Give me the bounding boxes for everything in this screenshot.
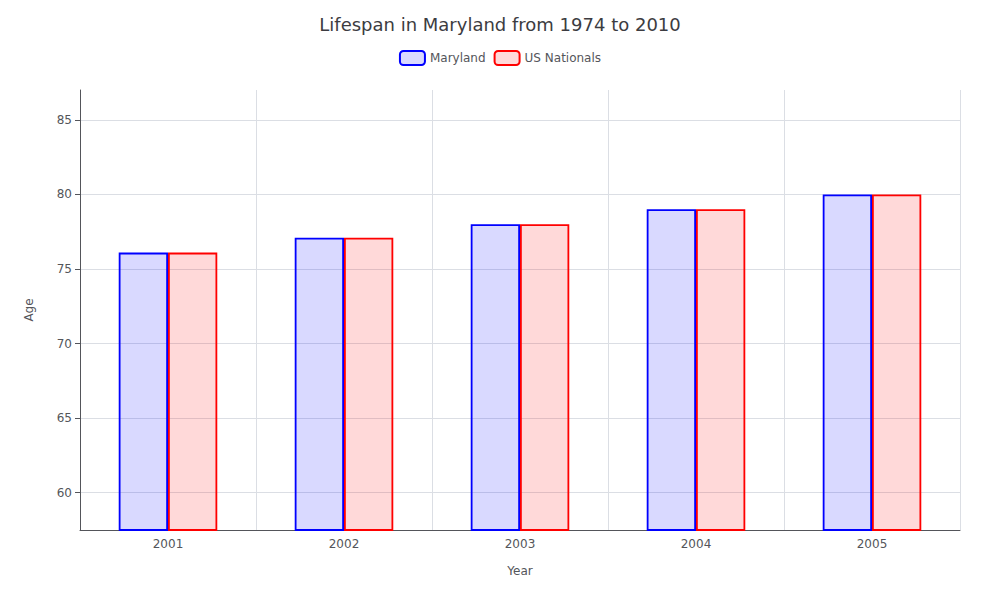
svg-text:2005: 2005 <box>857 537 888 551</box>
svg-text:Age: Age <box>22 298 36 321</box>
svg-text:2001: 2001 <box>153 537 184 551</box>
svg-text:2004: 2004 <box>681 537 712 551</box>
svg-text:80: 80 <box>57 187 72 201</box>
svg-text:75: 75 <box>57 262 72 276</box>
svg-text:Maryland: Maryland <box>430 51 486 65</box>
svg-text:65: 65 <box>57 411 72 425</box>
svg-text:2003: 2003 <box>505 537 536 551</box>
svg-text:60: 60 <box>57 486 72 500</box>
svg-text:Lifespan in Maryland from 1974: Lifespan in Maryland from 1974 to 2010 <box>319 14 680 35</box>
svg-text:2002: 2002 <box>329 537 360 551</box>
svg-text:Year: Year <box>506 564 532 578</box>
svg-text:85: 85 <box>57 113 72 127</box>
svg-text:70: 70 <box>57 337 72 351</box>
svg-text:US Nationals: US Nationals <box>525 51 601 65</box>
